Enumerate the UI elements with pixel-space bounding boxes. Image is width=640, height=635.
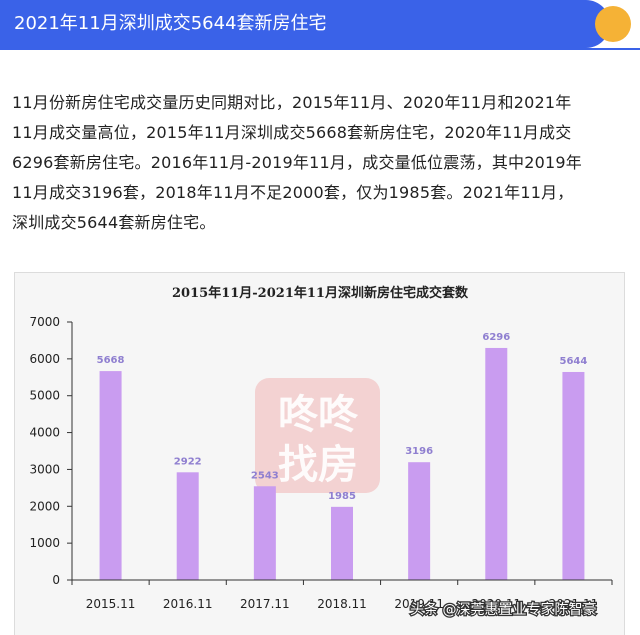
banner-dot — [595, 6, 631, 42]
paragraph-line: 深圳成交5644套新房住宅。 — [12, 213, 216, 232]
data-labels: 5668 2922 2543 1985 3196 6296 5644 — [97, 332, 588, 502]
chart-title: 2015年11月-2021年11月深圳新房住宅成交套数 — [172, 285, 469, 301]
bar — [253, 486, 276, 580]
y-tick-label: 3000 — [29, 462, 60, 476]
bar-value-label: 5668 — [97, 355, 125, 366]
y-tick-label: 0 — [52, 573, 60, 587]
x-tick-label: 2021.11 — [549, 597, 599, 611]
y-tick-label: 2000 — [29, 499, 60, 513]
paragraph-line: 6296套新房住宅。2016年11月-2019年11月，成交量低位震荡，其中20… — [12, 153, 582, 172]
bars-group — [99, 347, 585, 580]
bar-value-label: 2922 — [174, 456, 202, 467]
bar — [485, 347, 508, 580]
watermark: 咚咚 找房 — [255, 378, 380, 493]
credit-watermark: 头条 @深莞惠置业专家陈智豪 — [410, 601, 596, 618]
x-tick-label: 2020.11 — [471, 597, 521, 611]
y-tick-label: 4000 — [29, 426, 60, 440]
x-tick-label: 2015.11 — [86, 597, 136, 611]
paragraph-line: 11月成交3196套，2018年11月不足2000套，仅为1985套。2021年… — [12, 183, 574, 202]
bar-value-label: 2543 — [251, 470, 279, 481]
y-axis: 0 1000 2000 3000 4000 5000 6000 7000 — [29, 315, 73, 587]
watermark-box — [255, 378, 380, 493]
y-tick-label: 7000 — [29, 315, 60, 329]
x-tick-label: 2018.11 — [317, 597, 367, 611]
bar — [408, 462, 431, 580]
bar-value-label: 1985 — [328, 491, 356, 502]
article-paragraph: 11月份新房住宅成交量历史同期对比，2015年11月、2020年11月和2021… — [12, 88, 630, 238]
paragraph-line: 11月份新房住宅成交量历史同期对比，2015年11月、2020年11月和2021… — [12, 93, 572, 112]
bar — [562, 371, 585, 580]
bar-value-label: 3196 — [405, 446, 433, 457]
y-tick-label: 1000 — [29, 536, 60, 550]
x-axis: 2015.11 2016.11 2017.11 2018.11 2019.11 2020.… — [71, 579, 613, 611]
bar-value-label: 6296 — [482, 332, 510, 343]
bar — [331, 506, 353, 580]
title-banner: 2021年11月深圳成交5644套新房住宅 — [0, 0, 640, 50]
x-tick-label: 2017.11 — [240, 597, 290, 611]
y-tick-label: 6000 — [29, 352, 60, 366]
banner-fill — [0, 0, 610, 48]
watermark-line1: 咚咚 — [278, 392, 359, 438]
banner-title: 2021年11月深圳成交5644套新房住宅 — [14, 13, 327, 34]
bar — [176, 472, 199, 580]
watermark-line2: 找房 — [278, 442, 358, 488]
y-tick-label: 5000 — [29, 389, 60, 403]
x-tick-label: 2019.11 — [394, 597, 444, 611]
paragraph-line: 11月成交量高位，2015年11月深圳成交5668套新房住宅，2020年11月成… — [12, 123, 572, 142]
x-tick-label: 2016.11 — [163, 597, 213, 611]
bar — [99, 371, 122, 580]
bar-value-label: 5644 — [560, 356, 588, 367]
